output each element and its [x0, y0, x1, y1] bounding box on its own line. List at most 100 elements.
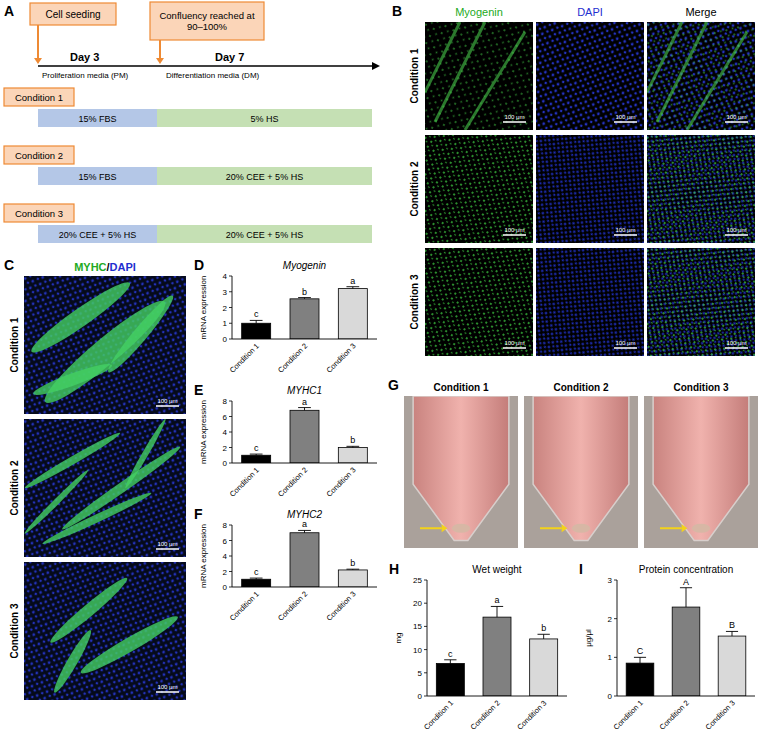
- box: [4, 88, 74, 106]
- significance-letter: c: [448, 649, 453, 659]
- panel-letter: A: [4, 3, 14, 19]
- myotube: [123, 417, 168, 489]
- category-label: Condition 1: [228, 589, 261, 622]
- bar: [672, 607, 700, 696]
- x-axis: [232, 339, 377, 340]
- title-part: MYHC: [74, 261, 106, 273]
- bar: [718, 636, 746, 696]
- error-bar: [250, 454, 263, 455]
- significance-letter: A: [683, 577, 689, 587]
- label: 20% CEE + 5% HS: [59, 230, 136, 240]
- error-bar: [491, 606, 503, 617]
- panel-letter: F: [194, 506, 203, 522]
- scale-label: 100 μm: [726, 340, 746, 346]
- panel-letter: D: [194, 257, 204, 273]
- error-bar: [444, 660, 456, 664]
- category-label: Condition 3: [515, 698, 548, 731]
- panel-letter: B: [392, 3, 402, 19]
- category-label: Condition 2: [276, 465, 309, 498]
- tick-label: 1: [608, 653, 613, 662]
- myogenin-signal: [425, 248, 533, 356]
- nuclei: [24, 276, 186, 414]
- category-label: Condition 3: [704, 698, 737, 731]
- bar: [242, 323, 271, 339]
- tick-label: 2: [223, 568, 228, 577]
- photo-label: Condition 3: [674, 382, 729, 393]
- myotube-streak: [425, 22, 460, 92]
- row-label: Condition 3: [9, 603, 20, 658]
- nuclei: [536, 22, 644, 130]
- tick-label: 8: [223, 397, 228, 406]
- nuclei: [536, 248, 644, 356]
- significance-letter: a: [350, 276, 355, 286]
- scale-label: 100 μm: [157, 684, 177, 690]
- y-axis: [617, 580, 618, 696]
- label: Condition 3: [15, 208, 63, 219]
- tick-label: 0: [608, 692, 613, 701]
- row-label: Condition 2: [409, 161, 420, 216]
- tick-label: 6: [223, 537, 228, 546]
- scale-label: 100 μm: [504, 227, 524, 233]
- myotube: [50, 628, 95, 695]
- significance-letter: b: [541, 623, 546, 633]
- axis-title: mRNA expression: [199, 524, 208, 588]
- micrograph: 100 μm: [24, 276, 186, 414]
- image-ground: [647, 248, 755, 356]
- tick-label: 2: [223, 444, 228, 453]
- label: 20% CEE + 5% HS: [226, 230, 303, 240]
- tick-label: 4: [223, 428, 228, 437]
- panel-letter: C: [4, 257, 14, 273]
- tube: [533, 396, 629, 540]
- panel-letter: E: [194, 382, 203, 398]
- timeline: [38, 65, 372, 67]
- tick-label: 6: [223, 413, 228, 422]
- myotube: [59, 443, 183, 534]
- tick-label: 0: [418, 692, 423, 701]
- label: Condition 2: [15, 150, 63, 161]
- arrow: [159, 40, 161, 59]
- myogenin-signal: [425, 135, 533, 243]
- micrograph: 100 μm: [647, 248, 755, 356]
- label: 5% HS: [250, 114, 278, 124]
- label: 20% CEE + 5% HS: [226, 172, 303, 182]
- category-label: Condition 3: [324, 589, 357, 622]
- panel-letter: H: [389, 561, 399, 577]
- tick-label: 1: [223, 319, 228, 328]
- error-bar: [538, 634, 550, 639]
- tick-label: 20: [413, 599, 422, 608]
- chart-title: Protein concentration: [639, 564, 734, 575]
- arrow: [37, 25, 39, 59]
- significance-letter: a: [302, 397, 307, 407]
- micrograph: 100 μm: [647, 22, 755, 130]
- image-ground: [425, 135, 533, 243]
- error-bar: [726, 631, 738, 636]
- scale-bar: [156, 691, 179, 693]
- scale-bar: [614, 121, 637, 123]
- error-bar: [346, 446, 359, 447]
- arrow-head: [682, 524, 688, 532]
- tick-label: 10: [413, 646, 422, 655]
- scale-label: 100 μm: [504, 340, 524, 346]
- arrow: [420, 527, 442, 529]
- myotube: [22, 468, 90, 536]
- image-ground: [425, 248, 533, 356]
- y-axis: [232, 276, 233, 339]
- image-ground: [536, 135, 644, 243]
- tick-label: 15: [413, 622, 422, 631]
- myotube-streak: [687, 32, 747, 130]
- label: Confluency reached at: [159, 10, 254, 21]
- box: [30, 3, 116, 25]
- scale-bar: [503, 347, 526, 349]
- axis-title: μg/μl: [584, 629, 593, 647]
- photo: [524, 396, 638, 548]
- scale-label: 100 μm: [726, 114, 746, 120]
- panel-letter: G: [388, 377, 399, 393]
- photo-ground: [404, 396, 518, 548]
- significance-letter: c: [254, 567, 259, 577]
- significance-letter: c: [254, 309, 259, 319]
- significance-letter: b: [350, 435, 355, 445]
- category-label: Condition 3: [324, 465, 357, 498]
- photo-ground: [524, 396, 638, 548]
- scale-label: 100 μm: [157, 398, 177, 404]
- arrow-head: [442, 524, 448, 532]
